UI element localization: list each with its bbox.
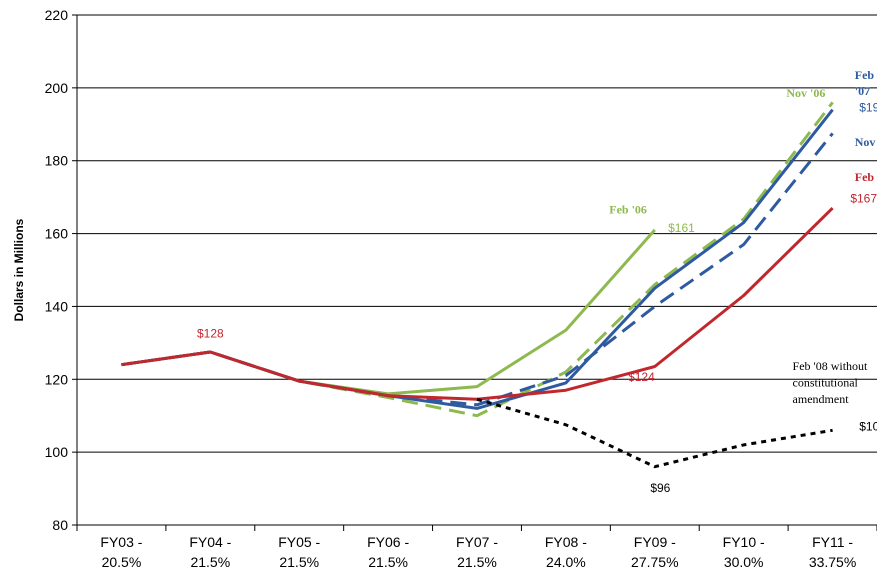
x-tick-labels: FY03 -20.5% FY04 -21.5% FY05 -21.5% FY06 -2… xyxy=(100,534,856,570)
annotation-label: $161 xyxy=(668,221,695,235)
series-lines xyxy=(121,101,834,469)
y-axis-label: Dollars in Millions xyxy=(12,218,26,321)
axes xyxy=(76,15,877,531)
annotation-label: Nov '06 xyxy=(786,86,825,100)
annotation-label: amendment xyxy=(793,392,850,406)
x-tick-label: FY07 -21.5% xyxy=(456,534,498,570)
series-line-feb07 xyxy=(121,108,834,410)
y-tick-label: 140 xyxy=(45,298,69,314)
annotation-label: Feb xyxy=(855,68,875,82)
annotation-label: Feb '06 xyxy=(609,203,647,217)
y-tick-label: 100 xyxy=(45,444,69,460)
annotation-label: Nov '07 xyxy=(855,135,877,149)
x-tick-label: FY09 -27.75% xyxy=(631,534,678,570)
annotation-label: $128 xyxy=(197,326,224,340)
annotation-label: Feb '08 xyxy=(855,170,877,184)
series-line-feb08_noamend xyxy=(476,397,833,469)
y-tick-labels: 80 100 120 140 160 180 200 220 xyxy=(45,7,69,533)
series-line-nov06 xyxy=(121,101,834,418)
series-line-nov07 xyxy=(121,132,834,407)
annotation-label: Feb '08 without xyxy=(793,359,868,373)
y-tick-label: 180 xyxy=(45,153,69,169)
annotation-label: $124 xyxy=(628,370,655,384)
y-tick-label: 220 xyxy=(45,7,69,23)
y-tick-label: 120 xyxy=(45,371,69,387)
annotations: $128 $161 $194 $167 $124 $96 $106 Feb '06 Nov '0… xyxy=(197,68,877,495)
x-tick-label: FY05 -21.5% xyxy=(278,534,320,570)
x-tick-label: FY03 -20.5% xyxy=(100,534,142,570)
x-tick-label: FY04 -21.5% xyxy=(189,534,231,570)
annotation-label: $106 xyxy=(859,419,877,433)
x-tick-label: FY10 -30.0% xyxy=(723,534,765,570)
x-tick-label: FY11 -33.75% xyxy=(809,534,856,570)
annotation-label: $194 xyxy=(859,101,877,115)
annotation-label: constitutional xyxy=(793,376,859,390)
y-tick-label: 80 xyxy=(52,517,68,533)
x-tick-label: FY06 -21.5% xyxy=(367,534,409,570)
y-tick-label: 200 xyxy=(45,80,69,96)
annotation-label: '07 xyxy=(855,84,870,98)
x-tick-label: FY08 -24.0% xyxy=(545,534,587,570)
annotation-label: $96 xyxy=(650,481,670,495)
gridlines xyxy=(72,14,877,526)
y-tick-label: 160 xyxy=(45,226,69,242)
annotation-label: $167 xyxy=(850,192,877,206)
